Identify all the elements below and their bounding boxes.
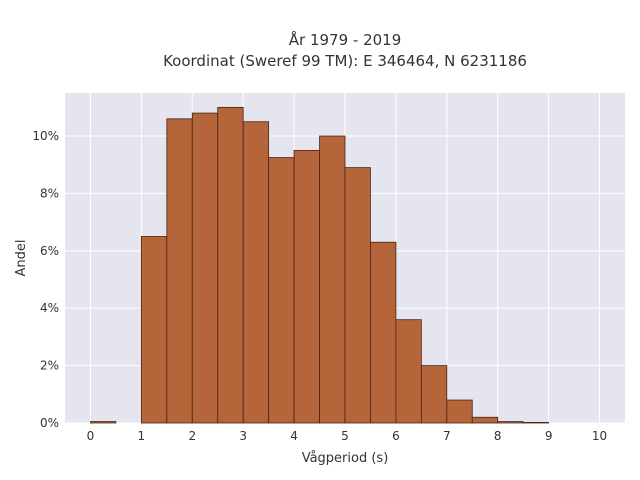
y-tick-label: 6% bbox=[40, 244, 59, 258]
y-tick-label: 4% bbox=[40, 301, 59, 315]
x-tick-label: 2 bbox=[188, 429, 196, 443]
x-tick-label: 4 bbox=[290, 429, 298, 443]
y-axis-title: Andel bbox=[14, 240, 29, 277]
x-tick-label: 6 bbox=[392, 429, 400, 443]
x-tick-label: 7 bbox=[443, 429, 451, 443]
histogram-bar bbox=[293, 149, 320, 424]
x-axis-title: Vågperiod (s) bbox=[302, 451, 389, 466]
histogram-bar bbox=[497, 421, 524, 424]
histogram-bar bbox=[344, 167, 371, 424]
histogram-bar bbox=[140, 236, 168, 424]
histogram-bar bbox=[522, 422, 550, 424]
histogram-bar bbox=[370, 241, 397, 424]
x-tick-label: 9 bbox=[545, 429, 553, 443]
y-tick-label: 10% bbox=[32, 129, 59, 143]
x-tick-label: 8 bbox=[494, 429, 502, 443]
chart-title: År 1979 - 2019 bbox=[289, 30, 402, 49]
histogram-bar bbox=[395, 319, 422, 424]
histogram-bar bbox=[446, 399, 473, 424]
x-tick-label: 0 bbox=[87, 429, 95, 443]
y-tick-labels: 0% 2% 4% 6% 8% 10% bbox=[32, 129, 59, 430]
x-tick-labels: 0 1 2 3 4 5 6 7 8 9 10 bbox=[87, 429, 608, 443]
histogram-bar bbox=[166, 118, 193, 424]
histogram-bar bbox=[217, 106, 244, 424]
y-tick-label: 2% bbox=[40, 359, 59, 373]
histogram-bar bbox=[420, 365, 448, 424]
histogram-bar bbox=[268, 157, 295, 424]
y-tick-label: 8% bbox=[40, 186, 59, 200]
histogram-bar bbox=[319, 135, 346, 424]
x-tick-label: 3 bbox=[239, 429, 247, 443]
x-tick-label: 1 bbox=[138, 429, 146, 443]
x-tick-label: 10 bbox=[592, 429, 607, 443]
y-tick-label: 0% bbox=[40, 416, 59, 430]
bars bbox=[90, 106, 550, 424]
histogram-bar bbox=[471, 416, 499, 424]
chart-subtitle: Koordinat (Sweref 99 TM): E 346464, N 62… bbox=[163, 52, 527, 70]
histogram-bar bbox=[90, 421, 117, 424]
histogram-bar bbox=[191, 112, 219, 424]
x-tick-label: 5 bbox=[341, 429, 349, 443]
histogram-bar bbox=[242, 121, 270, 424]
